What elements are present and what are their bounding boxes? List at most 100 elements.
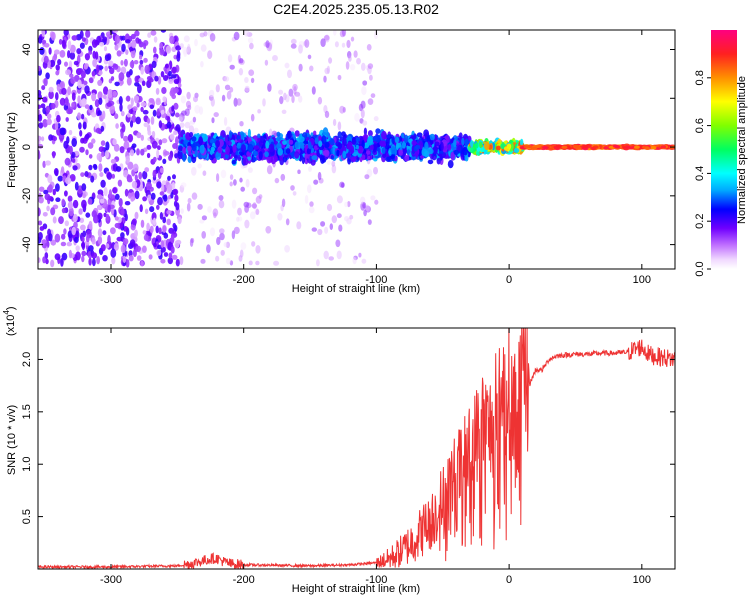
spectrogram-cell xyxy=(156,249,162,257)
spectrogram-cell xyxy=(52,151,56,159)
spectrogram-cell xyxy=(54,49,60,55)
spectrogram-cell xyxy=(136,102,140,108)
spectrogram-cell xyxy=(59,127,66,136)
spectrogram-cell xyxy=(341,145,347,153)
spectrogram-cell xyxy=(582,145,589,149)
spectrogram-cell xyxy=(107,89,113,98)
spectrogram-cell xyxy=(105,243,110,249)
spectrogram-cell xyxy=(178,116,183,122)
spectrogram-cell xyxy=(266,165,273,175)
spectrogram-cell xyxy=(44,193,51,201)
spectrogram-cell xyxy=(144,208,149,215)
spectrogram-cell xyxy=(322,127,329,137)
spectrogram-cell xyxy=(276,142,282,150)
spectrogram-cell xyxy=(307,184,312,194)
spectrogram-cell xyxy=(177,82,182,88)
spectrogram-x-tick-label: -100 xyxy=(365,274,387,286)
colorbar-label: Normalized spectral amplitude xyxy=(736,76,748,224)
spectrogram-cell xyxy=(168,154,173,161)
spectrogram-cell xyxy=(318,135,322,143)
spectrogram-cell xyxy=(89,104,93,111)
spectrogram-cell xyxy=(120,244,126,254)
spectrogram-cell xyxy=(186,91,191,100)
snr-x-tick-label: -300 xyxy=(100,574,122,586)
spectrogram-cell xyxy=(113,143,120,152)
spectrogram-cell xyxy=(281,109,287,115)
spectrogram-cell xyxy=(321,135,327,145)
spectrogram-cell xyxy=(48,233,53,242)
spectrogram-region-2 xyxy=(177,127,472,169)
spectrogram-cell xyxy=(174,153,179,159)
spectrogram-cell xyxy=(265,226,272,234)
snr-x-tick-label: 100 xyxy=(633,574,651,586)
spectrogram-cell xyxy=(171,94,176,100)
spectrogram-cell xyxy=(226,90,232,100)
spectrogram-cell xyxy=(258,194,263,200)
spectrogram-cell xyxy=(57,59,62,66)
spectrogram-cell xyxy=(375,128,381,134)
spectrogram-cell xyxy=(323,75,327,83)
spectrogram-cell xyxy=(115,123,119,129)
spectrogram-cell xyxy=(238,68,244,76)
spectrogram-cell xyxy=(453,139,457,148)
spectrogram-cell xyxy=(173,54,178,60)
spectrogram-cell xyxy=(158,227,162,235)
spectrogram-cell xyxy=(88,220,93,230)
spectrogram-cell xyxy=(60,241,67,247)
spectrogram-cell xyxy=(285,218,290,226)
spectrogram-cell xyxy=(82,193,86,199)
spectrogram-cell xyxy=(71,102,75,108)
spectrogram-cell xyxy=(81,183,87,192)
spectrogram-cell xyxy=(75,245,80,252)
spectrogram-cell xyxy=(247,143,254,153)
spectrogram-cell xyxy=(38,122,44,129)
spectrogram-cell xyxy=(374,199,379,205)
spectrogram-cell xyxy=(247,37,254,44)
spectrogram-cell xyxy=(148,98,155,103)
spectrogram-cell xyxy=(344,216,350,222)
spectrogram-cell xyxy=(103,86,109,95)
spectrogram-cell xyxy=(39,47,45,55)
spectrogram-cell xyxy=(165,45,172,54)
spectrogram-cell xyxy=(141,80,146,87)
spectrogram-cell xyxy=(43,77,48,87)
spectrogram-cell xyxy=(55,92,59,101)
spectrogram-cell xyxy=(292,191,297,196)
snr-x-tick-label: -200 xyxy=(233,574,255,586)
spectrogram-cell xyxy=(97,235,103,245)
spectrogram-cell xyxy=(360,109,365,119)
spectrogram-x-tick-label: 0 xyxy=(506,274,512,286)
spectrogram-cell xyxy=(175,258,180,267)
spectrogram-cell xyxy=(114,34,120,44)
spectrogram-cell xyxy=(210,146,215,152)
spectrogram-cell xyxy=(110,227,116,235)
spectrogram-cell xyxy=(336,149,340,157)
spectrogram-cell xyxy=(104,54,110,62)
spectrogram-region-3 xyxy=(467,137,525,156)
spectrogram-cell xyxy=(85,30,91,38)
spectrogram-cell xyxy=(318,140,323,147)
spectrogram-cell xyxy=(164,63,169,69)
spectrogram-cell xyxy=(134,174,138,182)
spectrogram-cell xyxy=(326,203,333,212)
spectrogram-cell xyxy=(229,64,235,70)
spectrogram-cell xyxy=(97,228,103,238)
spectrogram-cell xyxy=(306,147,311,155)
spectrogram-cell xyxy=(61,252,68,261)
spectrogram-cell xyxy=(350,156,357,163)
spectrogram-cell xyxy=(323,35,330,41)
spectrogram-cell xyxy=(225,146,230,155)
colorbar-tick-label: 0.2 xyxy=(694,214,706,229)
spectrogram-cell xyxy=(71,151,76,159)
spectrogram-cell xyxy=(61,233,66,240)
spectrogram-cell xyxy=(84,85,90,94)
spectrogram-cell xyxy=(395,142,400,150)
spectrogram-cell xyxy=(121,43,126,53)
spectrogram-cell xyxy=(151,60,157,69)
spectrogram-cell xyxy=(290,185,295,191)
spectrogram-cell xyxy=(248,69,255,76)
spectrogram-cell xyxy=(87,142,94,149)
spectrogram-cell xyxy=(207,50,213,60)
spectrogram-cell xyxy=(118,96,123,105)
spectrogram-cell xyxy=(102,110,106,120)
